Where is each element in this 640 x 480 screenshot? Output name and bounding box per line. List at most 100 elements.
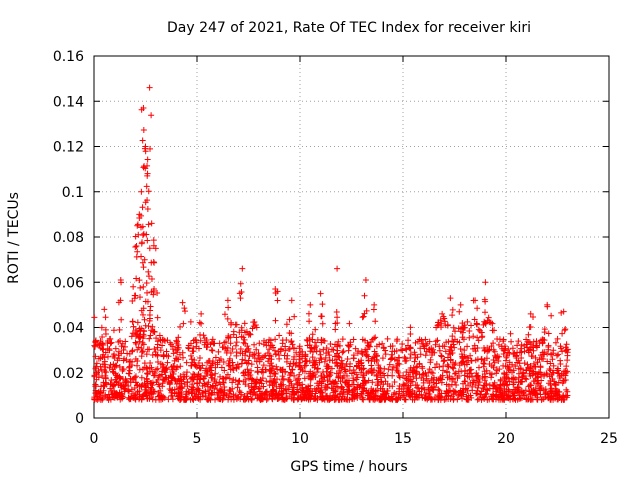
data-point (265, 358, 272, 365)
data-point (248, 396, 255, 403)
data-point (134, 222, 141, 229)
data-point (420, 343, 427, 350)
data-point (237, 350, 244, 357)
data-point (230, 331, 237, 338)
data-point (449, 306, 456, 313)
data-point (317, 388, 324, 395)
data-point (221, 311, 228, 318)
data-point (125, 382, 132, 389)
data-point (97, 396, 104, 403)
data-point (338, 357, 345, 364)
data-point (403, 380, 410, 387)
data-point (424, 340, 431, 347)
data-point (464, 343, 471, 350)
data-point (400, 381, 407, 388)
data-point (537, 363, 544, 370)
data-point (264, 350, 271, 357)
data-point (202, 339, 209, 346)
data-point (122, 377, 129, 384)
data-point (224, 371, 231, 378)
data-point (144, 289, 151, 296)
data-point (313, 343, 320, 350)
data-point (390, 363, 397, 370)
data-point (179, 354, 186, 361)
data-point (435, 386, 442, 393)
data-point (249, 376, 256, 383)
data-point (349, 389, 356, 396)
data-point (359, 396, 366, 403)
data-point (438, 379, 445, 386)
data-point (129, 347, 136, 354)
data-point (560, 308, 567, 315)
data-point (336, 342, 343, 349)
data-point (144, 237, 151, 244)
data-point (138, 106, 145, 113)
data-point (111, 351, 118, 358)
data-point (205, 379, 212, 386)
data-point (339, 374, 346, 381)
data-point (474, 384, 481, 391)
data-point (198, 320, 205, 327)
data-point (370, 393, 377, 400)
data-point (236, 377, 243, 384)
data-point (274, 394, 281, 401)
data-point (130, 283, 137, 290)
data-point (171, 363, 178, 370)
data-point (200, 332, 207, 339)
data-point (507, 396, 514, 403)
data-point (235, 378, 242, 385)
data-point (212, 364, 219, 371)
data-point (364, 351, 370, 358)
data-point (102, 314, 109, 321)
data-point (324, 381, 331, 388)
data-point (473, 320, 480, 327)
data-point (170, 371, 177, 378)
data-point (464, 370, 471, 377)
data-point (171, 376, 178, 383)
data-point (296, 359, 303, 366)
data-point (453, 381, 460, 388)
data-point (384, 380, 391, 387)
data-point (150, 237, 157, 244)
x-tick-label: 25 (600, 431, 618, 447)
data-point (526, 365, 533, 372)
data-point (306, 318, 313, 325)
data-point (154, 314, 161, 321)
data-point (562, 326, 569, 333)
data-point (375, 368, 382, 375)
data-point (314, 396, 321, 403)
data-point (204, 340, 211, 347)
data-point (309, 388, 316, 395)
data-point (448, 393, 455, 400)
data-point (177, 373, 184, 380)
data-point (118, 279, 125, 286)
data-point (455, 368, 462, 375)
data-point (470, 297, 477, 304)
data-point (440, 367, 447, 374)
data-point (493, 366, 500, 373)
data-point (132, 396, 139, 403)
data-point (329, 385, 336, 392)
data-point (142, 148, 149, 155)
data-point (503, 369, 510, 376)
data-point (460, 380, 467, 387)
data-point (453, 389, 460, 396)
data-point (554, 335, 561, 342)
data-point (216, 357, 223, 364)
data-point (238, 391, 245, 398)
data-point (371, 335, 378, 342)
data-point (225, 394, 232, 401)
data-point (557, 360, 564, 367)
data-point (522, 387, 529, 394)
data-point (438, 352, 445, 359)
data-point (141, 256, 148, 263)
data-point (298, 364, 305, 371)
data-point (161, 394, 168, 401)
data-point (407, 393, 414, 400)
data-point (393, 347, 400, 354)
data-point (209, 360, 216, 367)
data-point (117, 375, 124, 382)
data-point (153, 335, 160, 342)
data-point (376, 364, 383, 371)
data-point (226, 386, 233, 393)
